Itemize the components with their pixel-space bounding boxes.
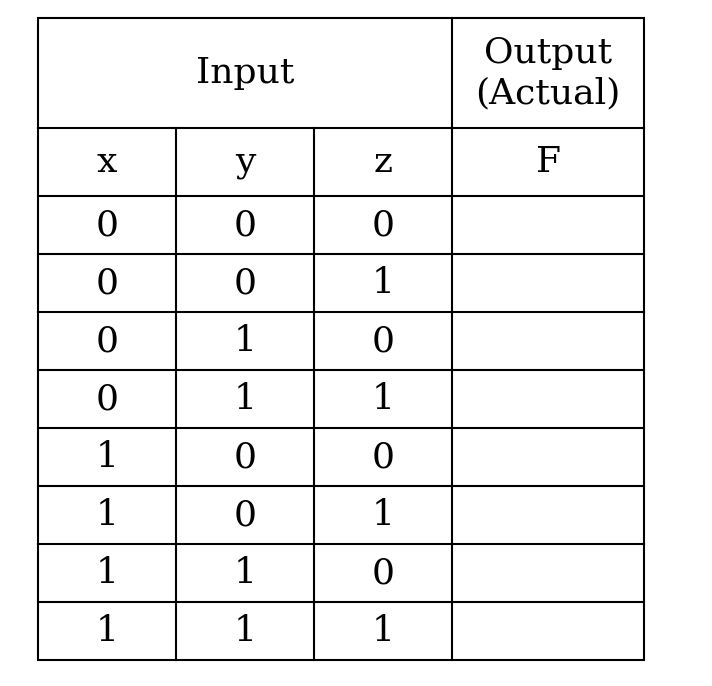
Text: 0: 0	[95, 266, 118, 300]
Text: Output
(Actual): Output (Actual)	[476, 36, 621, 110]
Text: 1: 1	[234, 556, 256, 590]
Text: Input: Input	[196, 56, 294, 90]
Text: 1: 1	[95, 440, 118, 474]
Text: 0: 0	[234, 208, 256, 242]
Text: 1: 1	[234, 324, 256, 358]
Text: 0: 0	[372, 556, 394, 590]
Text: 1: 1	[372, 614, 394, 648]
Text: 0: 0	[372, 208, 394, 242]
Text: 0: 0	[372, 440, 394, 474]
Text: 1: 1	[95, 556, 118, 590]
Text: 0: 0	[372, 324, 394, 358]
Text: 0: 0	[95, 382, 118, 416]
Text: 1: 1	[95, 614, 118, 648]
Text: x: x	[97, 145, 117, 179]
Bar	[38, 18, 644, 660]
Text: 0: 0	[234, 440, 256, 474]
Text: 1: 1	[372, 498, 394, 532]
Text: 1: 1	[234, 614, 256, 648]
Text: z: z	[374, 145, 392, 179]
Text: y: y	[235, 145, 255, 179]
Text: 0: 0	[234, 266, 256, 300]
Text: 0: 0	[95, 324, 118, 358]
Text: F: F	[535, 145, 560, 179]
Text: 0: 0	[234, 498, 256, 532]
Text: 1: 1	[95, 498, 118, 532]
Text: 1: 1	[372, 266, 394, 300]
Text: 0: 0	[95, 208, 118, 242]
Text: 1: 1	[234, 382, 256, 416]
Text: 1: 1	[372, 382, 394, 416]
